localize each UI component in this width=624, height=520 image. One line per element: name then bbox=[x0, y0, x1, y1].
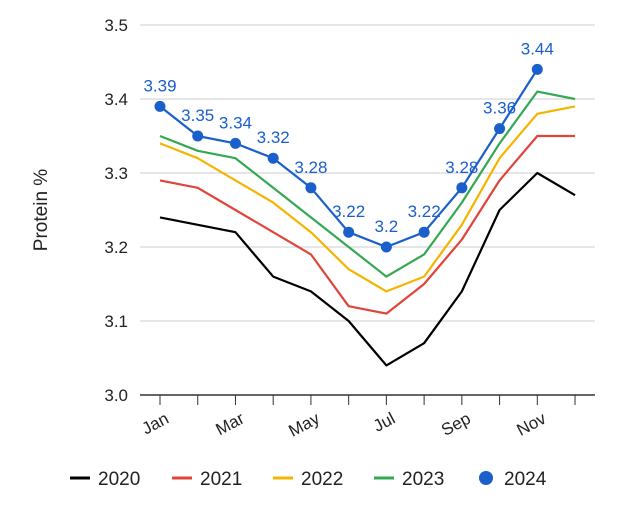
point-2024 bbox=[154, 100, 166, 112]
data-label: 3.34 bbox=[219, 113, 252, 132]
y-tick-label: 3.0 bbox=[104, 386, 128, 405]
legend-label-2023: 2023 bbox=[402, 469, 444, 490]
point-2024 bbox=[380, 241, 392, 253]
x-axis: Jan Mar May Jul Sep Nov bbox=[139, 395, 576, 441]
data-label: 3.28 bbox=[294, 158, 327, 177]
point-2024 bbox=[418, 226, 430, 238]
data-label: 3.22 bbox=[408, 202, 441, 221]
legend-marker-2024 bbox=[479, 471, 493, 485]
data-labels: 3.393.35 3.343.323.283.223.23.223.283.363… bbox=[143, 39, 553, 236]
data-label: 3.28 bbox=[445, 158, 478, 177]
point-2024 bbox=[494, 123, 506, 135]
data-label: 3.44 bbox=[521, 39, 554, 58]
x-tick-label: May bbox=[286, 409, 324, 441]
point-2024 bbox=[267, 152, 279, 164]
legend-label-2022: 2022 bbox=[301, 469, 343, 490]
data-label: 3.39 bbox=[143, 76, 176, 95]
data-label: 3.35 bbox=[181, 106, 214, 125]
y-axis-ticks: 3.0 3.1 3.2 3.3 3.4 3.5 bbox=[104, 16, 128, 405]
x-tick-label: Mar bbox=[213, 409, 248, 440]
point-2024 bbox=[192, 130, 204, 142]
legend-label-2024: 2024 bbox=[504, 469, 547, 490]
y-tick-label: 3.3 bbox=[104, 164, 128, 183]
legend-label-2021: 2021 bbox=[200, 469, 242, 490]
y-tick-label: 3.4 bbox=[104, 90, 128, 109]
legend: 2020 2021 2022 2023 2024 bbox=[70, 469, 547, 490]
y-tick-label: 3.5 bbox=[104, 16, 128, 35]
data-label: 3.22 bbox=[332, 202, 365, 221]
point-2024 bbox=[456, 182, 468, 194]
point-2024 bbox=[229, 137, 241, 149]
y-tick-label: 3.2 bbox=[104, 238, 128, 257]
data-label: 3.2 bbox=[375, 217, 399, 236]
legend-label-2020: 2020 bbox=[98, 469, 140, 490]
gridlines bbox=[140, 24, 595, 396]
series-line-2023 bbox=[159, 90, 576, 278]
data-label: 3.36 bbox=[483, 99, 516, 118]
data-label: 3.32 bbox=[257, 128, 290, 147]
series-line-2022 bbox=[159, 105, 576, 293]
point-2024 bbox=[305, 182, 317, 194]
x-tick-label: Jan bbox=[139, 409, 172, 439]
point-2024 bbox=[531, 63, 543, 75]
x-tick-label: Nov bbox=[514, 409, 550, 440]
x-tick-label: Sep bbox=[438, 409, 474, 440]
point-2024 bbox=[343, 226, 355, 238]
series-lines bbox=[154, 63, 576, 367]
y-tick-label: 3.1 bbox=[104, 312, 128, 331]
series-line-2021 bbox=[159, 134, 576, 315]
x-tick-label: Jul bbox=[370, 409, 398, 436]
y-axis-label: Protein % bbox=[31, 169, 52, 251]
series-line-2020 bbox=[159, 171, 576, 367]
